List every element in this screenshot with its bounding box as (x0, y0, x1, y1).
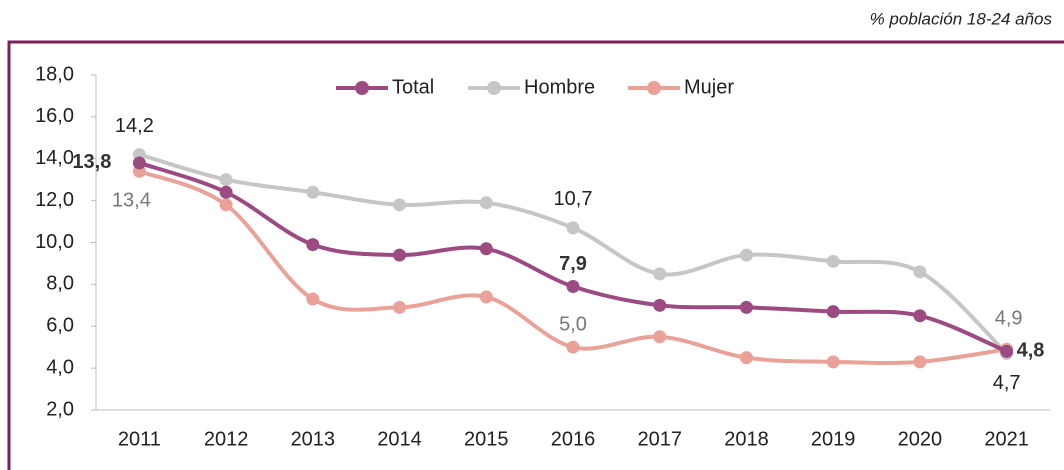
y-tick-label: 16,0 (35, 105, 74, 127)
x-tick-label: 2020 (898, 428, 943, 450)
data-label: 4,8 (1017, 340, 1045, 362)
data-point (826, 305, 840, 319)
data-point (393, 300, 407, 314)
data-point (826, 355, 840, 369)
data-point (913, 309, 927, 323)
data-label: 14,2 (115, 115, 154, 137)
y-tick-label: 6,0 (46, 315, 74, 337)
x-tick-label: 2014 (377, 428, 422, 450)
data-point (913, 265, 927, 279)
y-tick-label: 8,0 (46, 273, 74, 295)
x-tick-label: 2012 (204, 428, 249, 450)
legend-marker (355, 81, 369, 95)
data-point (739, 351, 753, 365)
data-point (479, 196, 493, 210)
x-tick-label: 2015 (464, 428, 509, 450)
data-point (219, 198, 233, 212)
data-label: 13,8 (72, 151, 111, 173)
data-point (826, 254, 840, 268)
y-tick-label: 10,0 (35, 231, 74, 253)
legend-label: Total (392, 76, 434, 98)
y-tick-label: 12,0 (35, 189, 74, 211)
data-point (393, 198, 407, 212)
legend-label: Hombre (524, 76, 595, 98)
data-point (479, 290, 493, 304)
data-label: 10,7 (554, 188, 593, 210)
data-point (739, 248, 753, 262)
data-point (219, 185, 233, 199)
chart-subtitle: % población 18-24 años (870, 9, 1053, 28)
legend-label: Mujer (684, 76, 734, 98)
x-tick-label: 2017 (637, 428, 682, 450)
data-point (566, 340, 580, 354)
x-tick-label: 2016 (551, 428, 596, 450)
data-point (653, 330, 667, 344)
y-tick-label: 14,0 (35, 147, 74, 169)
data-point (393, 248, 407, 262)
x-tick-label: 2011 (118, 428, 161, 450)
x-tick-label: 2018 (724, 428, 769, 450)
data-label: 13,4 (112, 190, 151, 212)
data-label: 4,7 (993, 372, 1021, 394)
y-tick-label: 2,0 (46, 398, 74, 420)
legend-marker (487, 81, 501, 95)
x-tick-label: 2019 (811, 428, 856, 450)
data-point (566, 221, 580, 235)
data-point (479, 242, 493, 256)
data-label: 7,9 (559, 253, 587, 275)
data-point (653, 298, 667, 312)
data-point (219, 173, 233, 187)
x-tick-label: 2013 (291, 428, 336, 450)
data-point (566, 279, 580, 293)
data-label: 4,9 (995, 308, 1023, 330)
data-point (132, 156, 146, 170)
y-tick-label: 4,0 (46, 356, 74, 378)
data-point (306, 238, 320, 252)
data-point (306, 185, 320, 199)
data-point (739, 300, 753, 314)
data-point (913, 355, 927, 369)
x-tick-label: 2021 (984, 428, 1029, 450)
y-tick-label: 18,0 (35, 63, 74, 85)
data-label: 5,0 (559, 313, 587, 335)
data-point (306, 292, 320, 306)
frame (7, 40, 1064, 470)
data-point (653, 267, 667, 281)
legend-marker (647, 81, 661, 95)
data-point (1000, 344, 1014, 358)
